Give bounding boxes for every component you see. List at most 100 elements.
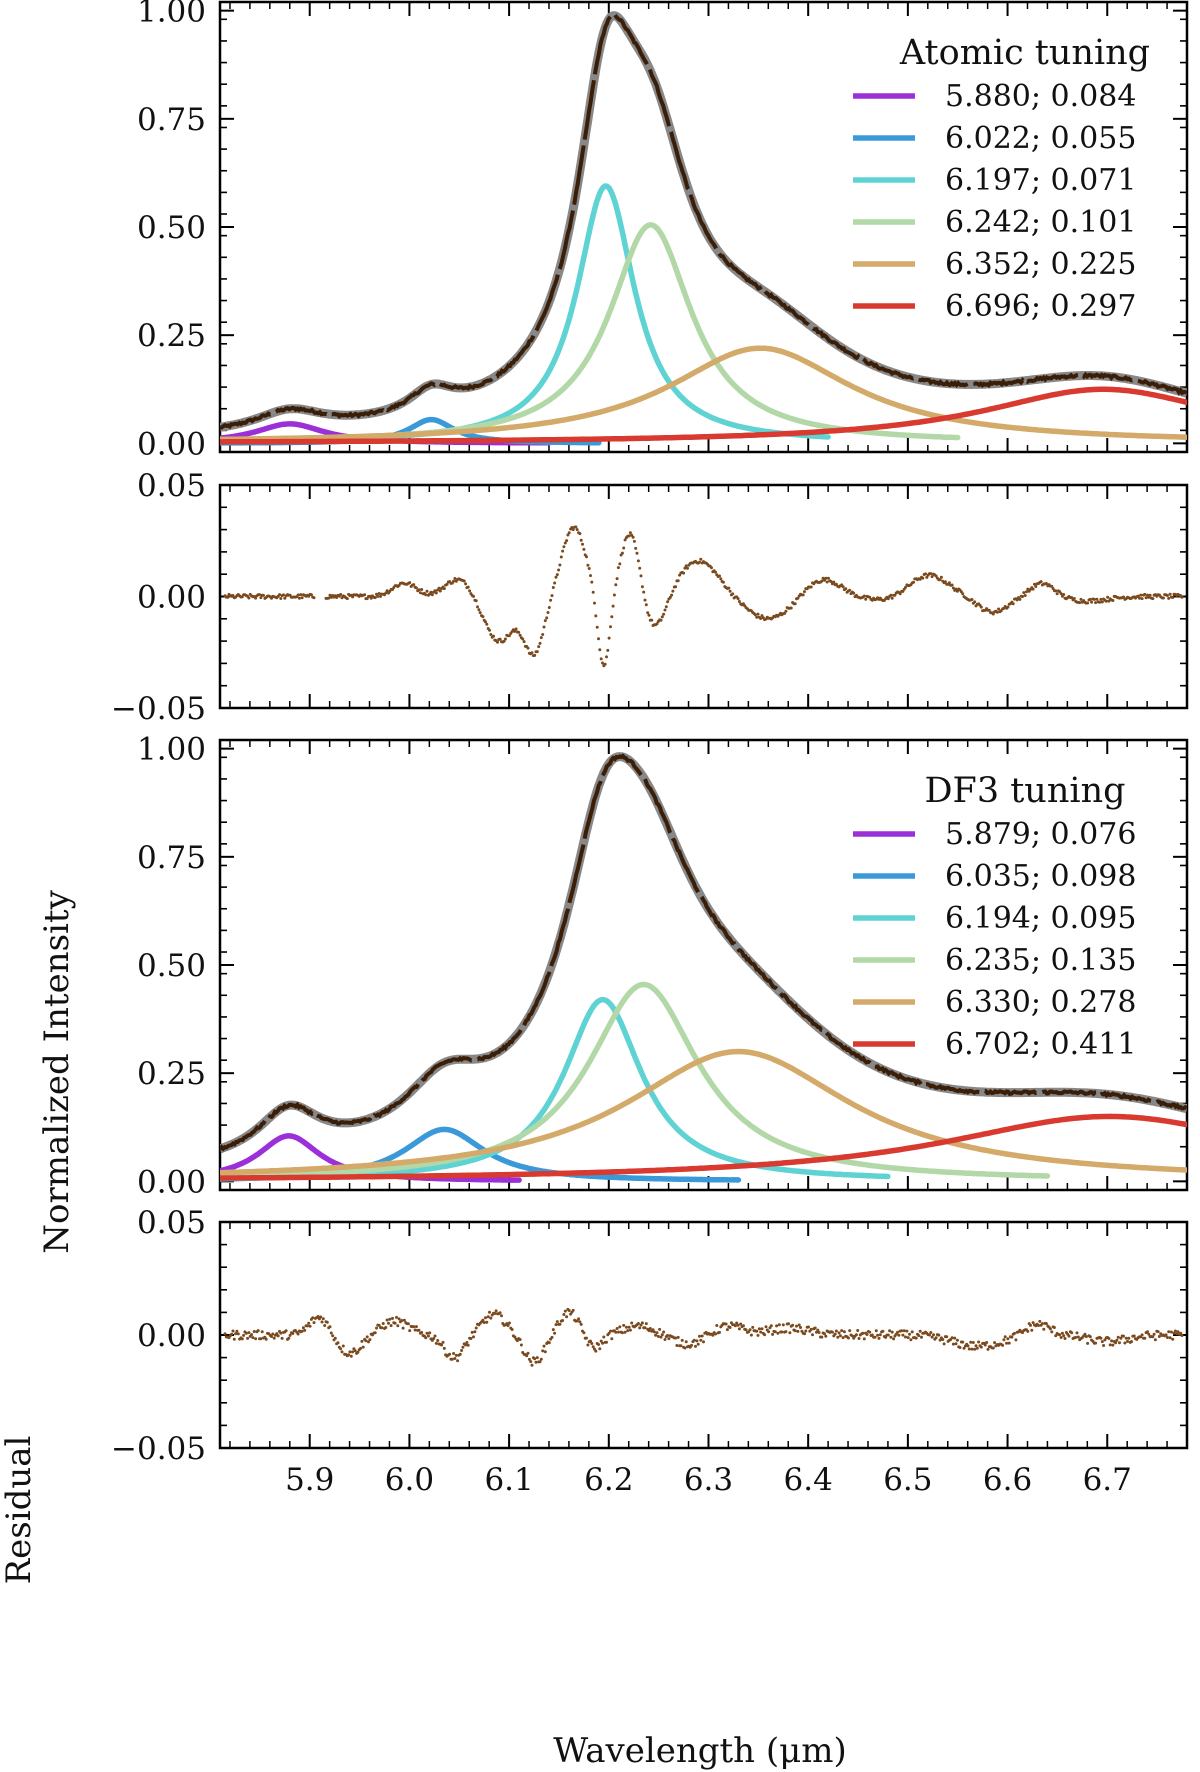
residual-point <box>735 1321 739 1325</box>
residual-point <box>1005 1341 1009 1345</box>
residual-point <box>397 1317 401 1321</box>
residual-point <box>498 1311 502 1315</box>
residual-point <box>763 1333 767 1337</box>
residual-point <box>503 637 507 641</box>
residual-point <box>518 1338 522 1341</box>
residual-point <box>1132 1334 1136 1338</box>
residual-point <box>418 591 422 595</box>
residual-point <box>1100 1340 1104 1344</box>
residual-point <box>1104 599 1108 603</box>
residual-point <box>363 593 367 597</box>
residual-point <box>628 531 632 535</box>
residual-point <box>468 589 472 593</box>
residual-point <box>775 1324 779 1328</box>
residual-point <box>1079 597 1083 601</box>
residual-point <box>1094 601 1098 605</box>
residual-point <box>662 612 666 616</box>
residual-point <box>611 604 615 608</box>
residual-point <box>1153 1338 1157 1342</box>
residual-point <box>287 1336 291 1340</box>
residual-point <box>271 1332 275 1336</box>
atomic-fit-panel: 0.00 0.25 0.50 0.75 1.00 Atomic tuning 5.880; … <box>137 0 1189 462</box>
residual-point <box>561 549 565 553</box>
residual-point <box>714 1332 717 1336</box>
residual-point <box>530 651 534 655</box>
residual-point <box>749 1333 753 1337</box>
residual-point <box>809 1327 813 1331</box>
residual-point <box>659 618 663 622</box>
residual-point <box>820 1335 824 1339</box>
residual-point <box>466 585 470 589</box>
residual-point <box>615 1327 619 1330</box>
y-tick-label: 0.75 <box>137 840 206 876</box>
residual-point <box>667 1337 671 1341</box>
legend-entry: 6.702; 0.411 <box>945 1027 1136 1062</box>
residual-point <box>522 640 526 644</box>
residual-point <box>796 1329 800 1333</box>
residual-point <box>558 563 562 567</box>
residual-point <box>1031 587 1035 591</box>
residual-point <box>856 1329 860 1332</box>
residual-point <box>437 586 441 590</box>
residual-points <box>223 525 1184 668</box>
residual-point <box>1074 1335 1078 1339</box>
residual-point <box>864 597 868 601</box>
residual-point <box>943 580 947 584</box>
residual-point <box>759 1330 763 1334</box>
y-tick-label: 0.00 <box>137 426 206 462</box>
residual-point <box>650 618 654 622</box>
residual-point <box>973 600 977 604</box>
residual-point <box>430 593 434 597</box>
residual-point <box>1050 1330 1054 1334</box>
legend-entry: 6.194; 0.095 <box>945 901 1136 936</box>
residual-point <box>1084 1335 1088 1339</box>
residual-point <box>525 1354 529 1358</box>
residual-point <box>635 551 639 555</box>
residual-point <box>741 1324 745 1328</box>
residual-point <box>550 594 554 598</box>
residual-point <box>379 594 382 598</box>
residual-point <box>737 600 741 603</box>
residual-point <box>658 1327 662 1331</box>
residual-point <box>676 579 680 583</box>
residual-point <box>360 1339 364 1343</box>
residual-point <box>1062 593 1066 596</box>
residual-point <box>432 1337 436 1340</box>
residual-point <box>793 602 797 606</box>
residual-point <box>223 1332 227 1336</box>
residual-point <box>328 593 332 597</box>
residual-point <box>937 1333 941 1337</box>
residual-point <box>892 1337 896 1341</box>
residual-point <box>610 615 614 619</box>
residual-point <box>644 1322 648 1326</box>
legend: DF3 tuning 5.879; 0.076 6.035; 0.098 6.194;… <box>853 771 1136 1062</box>
residual-point <box>414 1325 418 1329</box>
residual-point <box>787 1322 791 1326</box>
plot-frame <box>218 0 1189 454</box>
residual-point <box>711 1333 715 1337</box>
residual-point <box>651 1328 655 1332</box>
residual-point <box>788 1331 792 1335</box>
residual-point <box>365 1335 369 1339</box>
residual-point <box>862 1337 866 1341</box>
residual-point <box>900 1329 904 1333</box>
residual-point <box>533 1357 537 1361</box>
residual-point <box>331 1334 335 1338</box>
residual-point <box>353 1349 357 1353</box>
residual-point <box>953 1336 957 1340</box>
residual-point <box>312 1321 316 1325</box>
residual-point <box>1122 1334 1125 1338</box>
residual-point <box>737 1327 741 1331</box>
residual-point <box>541 633 545 636</box>
residual-point <box>566 533 570 537</box>
residual-point <box>1100 600 1104 604</box>
residual-point <box>820 579 824 583</box>
residual-point <box>284 1329 288 1333</box>
residual-point <box>484 620 487 624</box>
residual-point <box>1140 597 1144 601</box>
residual-point <box>634 546 638 550</box>
residual-point <box>630 1321 634 1325</box>
residual-point <box>912 580 915 584</box>
residual-point <box>700 1334 704 1338</box>
residual-point <box>474 1326 478 1330</box>
